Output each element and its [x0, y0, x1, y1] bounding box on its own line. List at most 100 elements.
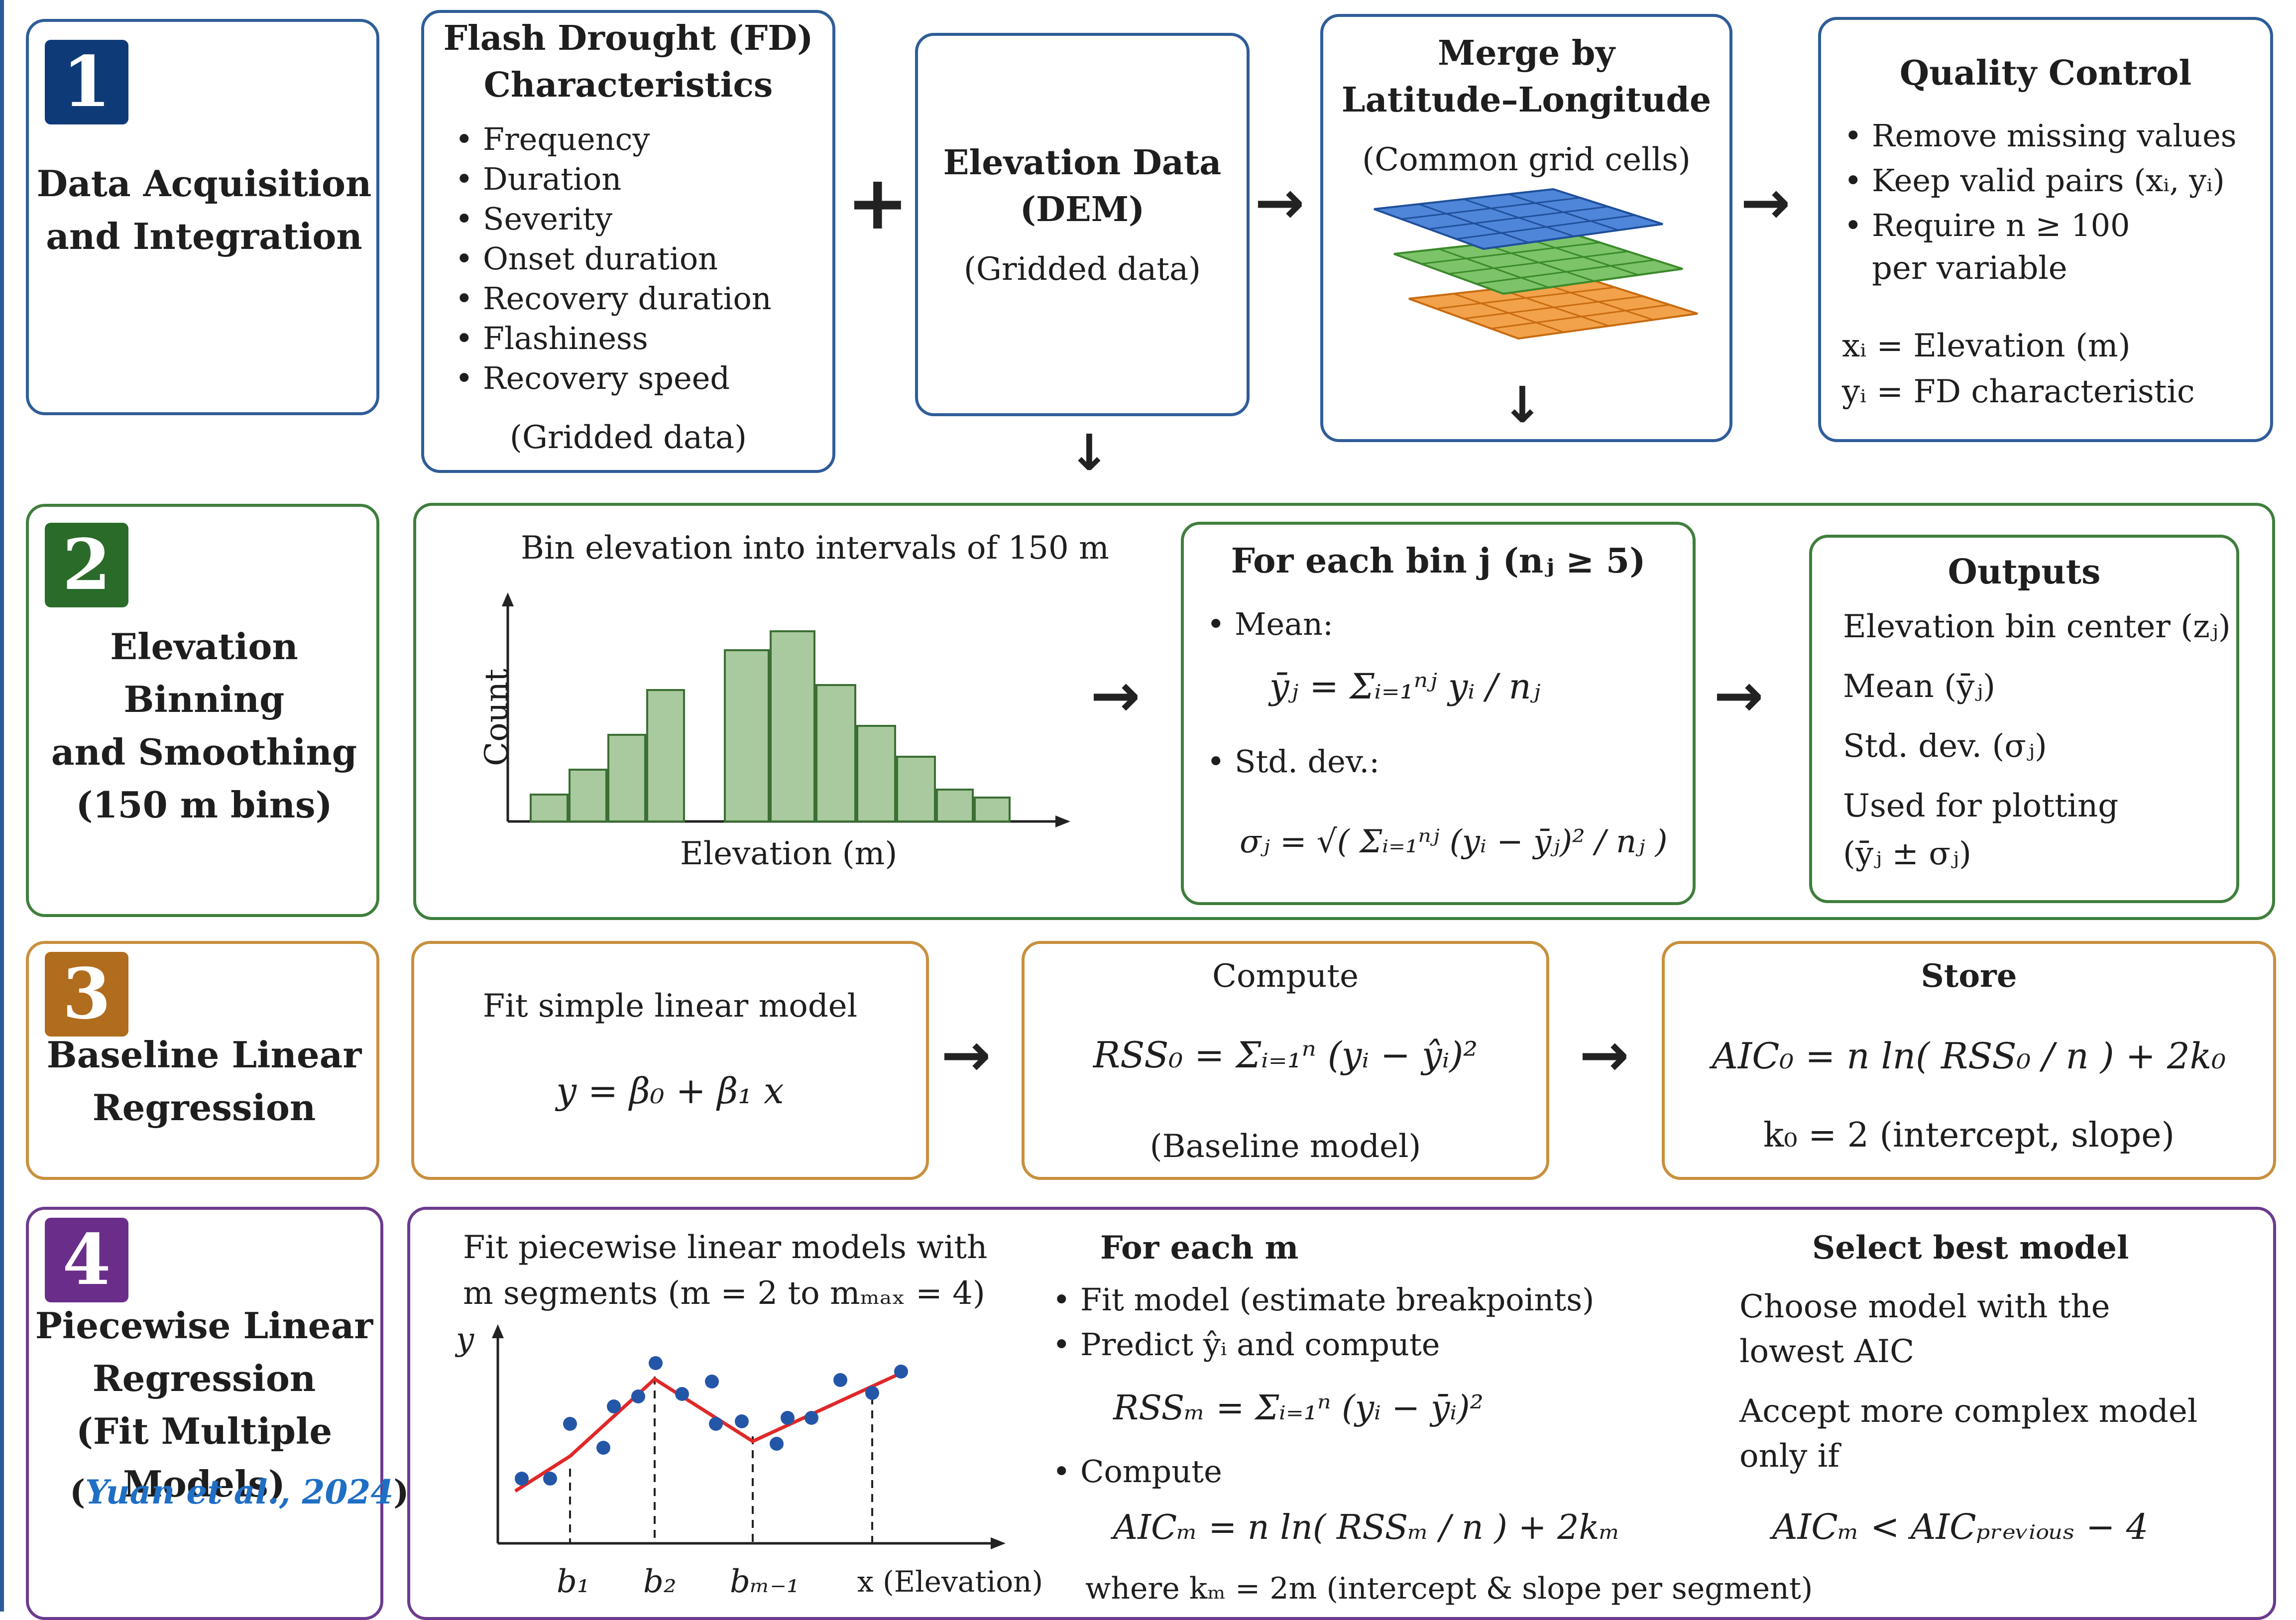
std-label: Std. dev.: [1200, 742, 1379, 782]
fd-title: Flash Drought (FD) Characteristics [443, 18, 813, 105]
qc-item: Keep valid pairs (xᵢ, yᵢ) [1837, 158, 2237, 203]
arrow-down-icon: ↓ [1501, 376, 1543, 434]
outputs-title: Outputs [1948, 552, 2101, 592]
histogram-bar [646, 689, 685, 822]
grid-layers-icon [1374, 188, 1698, 340]
blue-grid-layer [1374, 188, 1663, 250]
arrow-right-icon: → [941, 1021, 991, 1090]
citation: (Yuan et al., 2024) [70, 1473, 409, 1511]
compute-title: Compute [1212, 958, 1359, 995]
stage4-title: Piecewise Linear Regression (Fit Multiple … [35, 1304, 373, 1505]
rss0-formula: RSS₀ = Σᵢ₌₁ⁿ (yᵢ − ŷᵢ)² [1093, 1034, 1478, 1076]
histogram-bar [770, 630, 815, 822]
foreach-std-bullet: Std. dev.: [1200, 742, 1379, 782]
stage1-title: Data Acquisition and Integration [36, 162, 372, 257]
data-point [833, 1373, 847, 1387]
histogram-bar [724, 649, 770, 822]
data-point [649, 1356, 663, 1370]
store-title: Store [1921, 957, 2017, 995]
data-point [515, 1472, 529, 1486]
fit-linear-caption: Fit simple linear model [482, 988, 858, 1025]
qc-item: Require n ≥ 100 [1837, 203, 2237, 248]
citation-link[interactable]: Yuan et al., 2024 [85, 1473, 394, 1511]
histogram-bar [936, 789, 974, 822]
histogram-bar [530, 794, 569, 822]
outputs-line: (ȳⱼ ± σⱼ) [1843, 835, 1971, 872]
k0-definition: k₀ = 2 (intercept, slope) [1763, 1116, 2175, 1155]
data-point [563, 1417, 577, 1431]
fd-item: Severity [448, 199, 772, 239]
aic0-formula: AIC₀ = n ln( RSS₀ / n ) + 2k₀ [1712, 1035, 2226, 1077]
piecewise-caption: Fit piecewise linear models with m segmen… [463, 1229, 988, 1312]
std-formula: σⱼ = √( Σᵢ₌₁ⁿʲ (yᵢ − ȳⱼ)² / nⱼ ) [1240, 823, 1668, 860]
arrow-right-icon: → [1714, 661, 1764, 730]
data-point [894, 1365, 908, 1379]
arrow-right-icon: → [1579, 1021, 1629, 1090]
arrow-right-icon: → [1090, 661, 1141, 730]
data-point [865, 1386, 879, 1400]
stage4-content-box [407, 1207, 2276, 1620]
select-title: Select best model [1812, 1229, 2129, 1267]
arrow-right-icon: → [1740, 168, 1791, 237]
select-line: only if [1739, 1438, 1839, 1475]
foreach-compute-bullet: Compute [1045, 1452, 1222, 1492]
breakpoint-tick: bₘ₋₁ [730, 1563, 800, 1600]
outputs-box [1809, 535, 2239, 903]
fd-item: Recovery speed [448, 358, 772, 398]
qc-title: Quality Control [1899, 53, 2192, 93]
stage4-label-box [26, 1207, 383, 1620]
mean-label: Mean: [1200, 604, 1333, 644]
histogram-bar [896, 756, 936, 822]
qc-item-continuation: per variable [1872, 250, 2067, 287]
stage4-number-badge: 4 [45, 1218, 128, 1302]
store-aic-box [1662, 941, 2276, 1180]
aic-selection-rule: AICₘ < AICₚᵣₑᵥᵢₒᵤₛ − 4 [1772, 1506, 2149, 1547]
plot-ylabel: y [456, 1321, 474, 1358]
merge-subtitle: (Common grid cells) [1362, 141, 1691, 178]
data-point [735, 1414, 749, 1428]
stage3-number-badge: 3 [45, 952, 128, 1037]
aicm-formula: AICₘ = n ln( RSSₘ / n ) + 2kₘ [1113, 1508, 1620, 1547]
foreach-bin-title: For each bin j (nⱼ ≥ 5) [1231, 541, 1646, 581]
histogram-bar [856, 725, 896, 822]
data-point [543, 1472, 557, 1486]
select-line: lowest AIC [1739, 1333, 1915, 1370]
data-point [770, 1437, 784, 1451]
for-each-bin-box [1181, 522, 1696, 905]
rssm-formula: RSSₘ = Σᵢ₌₁ⁿ (yᵢ − ȳᵢ)² [1113, 1389, 1484, 1428]
stage2-title: Elevation Binning and Smoothing (150 m bin… [51, 625, 357, 826]
outputs-line: Elevation bin center (zⱼ) [1843, 608, 2231, 645]
piecewise-plot [492, 1324, 1006, 1549]
fd-item: Duration [448, 159, 772, 199]
fit-linear-formula: y = β₀ + β₁ x [556, 1070, 784, 1112]
histogram-bar [607, 734, 646, 822]
qc-item: Remove missing values [1837, 114, 2237, 158]
outputs-line: Mean (ȳⱼ) [1843, 668, 1996, 705]
page-edge-line [0, 0, 4, 1612]
merge-title: Merge by Latitude–Longitude [1341, 33, 1712, 120]
km-definition: where kₘ = 2m (intercept & slope per seg… [1085, 1571, 1813, 1606]
stage1-number-badge: 1 [45, 40, 128, 124]
green-grid-layer [1393, 232, 1683, 295]
histogram-ylabel: Count [478, 669, 515, 766]
foreach-m-list: Fit model (estimate breakpoints) Predict… [1045, 1277, 1594, 1367]
fd-item: Flashiness [448, 319, 772, 358]
histogram-bar [569, 769, 607, 822]
plot-xlabel: x (Elevation) [857, 1565, 1043, 1599]
select-line: Choose model with the [1739, 1288, 2110, 1325]
mean-formula: ȳⱼ = Σᵢ₌₁ⁿʲ yᵢ / nⱼ [1269, 666, 1541, 707]
arrow-right-icon: → [1255, 168, 1305, 237]
histogram-caption: Bin elevation into intervals of 150 m [521, 530, 1109, 567]
fd-footer: (Gridded data) [509, 419, 747, 456]
data-point [607, 1399, 621, 1413]
foreach-m-item: Predict ŷᵢ and compute [1045, 1322, 1594, 1367]
select-line: Accept more complex model [1739, 1393, 2198, 1430]
fd-item: Recovery duration [448, 279, 772, 319]
stage3-title: Baseline Linear Regression [46, 1034, 362, 1129]
dem-subtitle: (Gridded data) [963, 251, 1201, 288]
plus-sign: + [846, 160, 909, 246]
elevation-histogram [502, 592, 1070, 827]
qc-def-y: yᵢ = FD characteristic [1842, 373, 2195, 410]
foreach-m-item: Fit model (estimate breakpoints) [1045, 1277, 1594, 1322]
